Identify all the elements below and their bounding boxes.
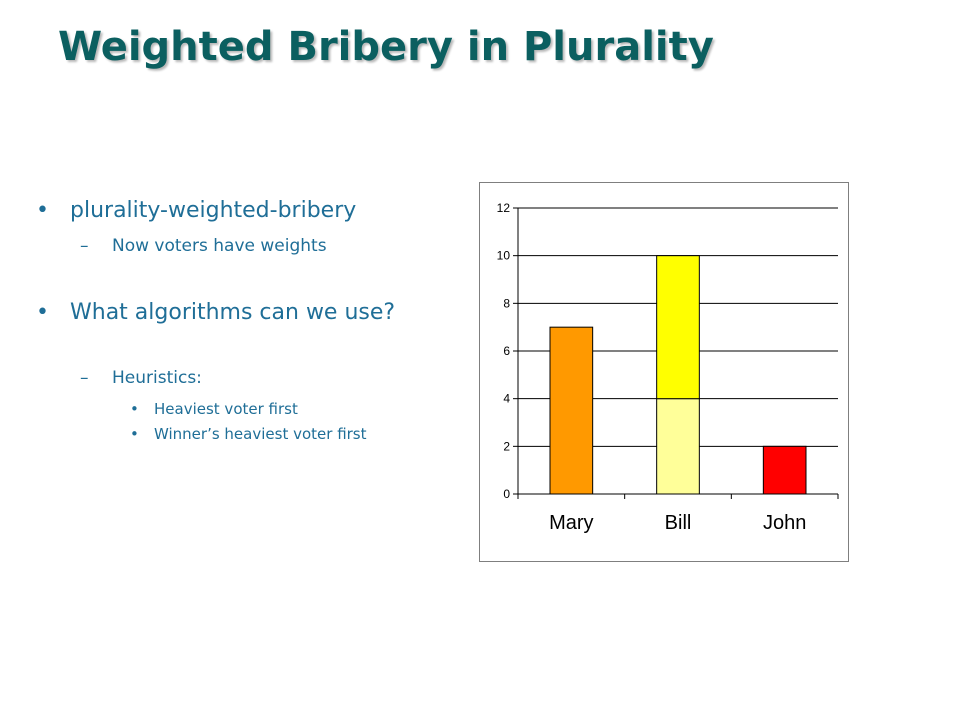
y-tick-label: 12: [497, 201, 511, 215]
bullet-what-algorithms: What algorithms can we use?: [30, 298, 440, 328]
chart-canvas: 0 2 4 6 8 10 12 Mary Bill John: [497, 201, 839, 534]
y-tick-label: 0: [503, 487, 510, 501]
vote-weight-chart: 0 2 4 6 8 10 12 Mary Bill John: [479, 182, 849, 562]
bullet-list: plurality-weighted-bribery Now voters ha…: [30, 196, 440, 444]
bar-bill-segment-1: [656, 398, 700, 495]
y-tick-label: 8: [503, 296, 510, 310]
slide-title: Weighted Bribery in Plurality: [58, 24, 714, 70]
bar-john-segment-1: [762, 445, 807, 495]
x-category-label: Mary: [549, 512, 593, 534]
heuristic-winners-heaviest-voter-first: Winner’s heaviest voter first: [30, 425, 440, 444]
bar-mary-segment-1: [549, 326, 594, 495]
x-category-label: Bill: [665, 512, 692, 534]
bar-bill-segment-2: [656, 255, 700, 400]
y-tick-label: 6: [503, 344, 510, 358]
bullet-plurality-weighted-bribery: plurality-weighted-bribery: [30, 196, 440, 226]
x-category-label: John: [763, 512, 806, 534]
y-tick-label: 10: [497, 249, 511, 263]
heuristic-heaviest-voter-first: Heaviest voter first: [30, 400, 440, 419]
y-tick-label: 2: [503, 439, 510, 453]
y-tick-label: 4: [503, 392, 510, 406]
sub-bullet-voters-have-weights: Now voters have weights: [30, 234, 440, 258]
sub-bullet-heuristics: Heuristics:: [30, 366, 440, 390]
